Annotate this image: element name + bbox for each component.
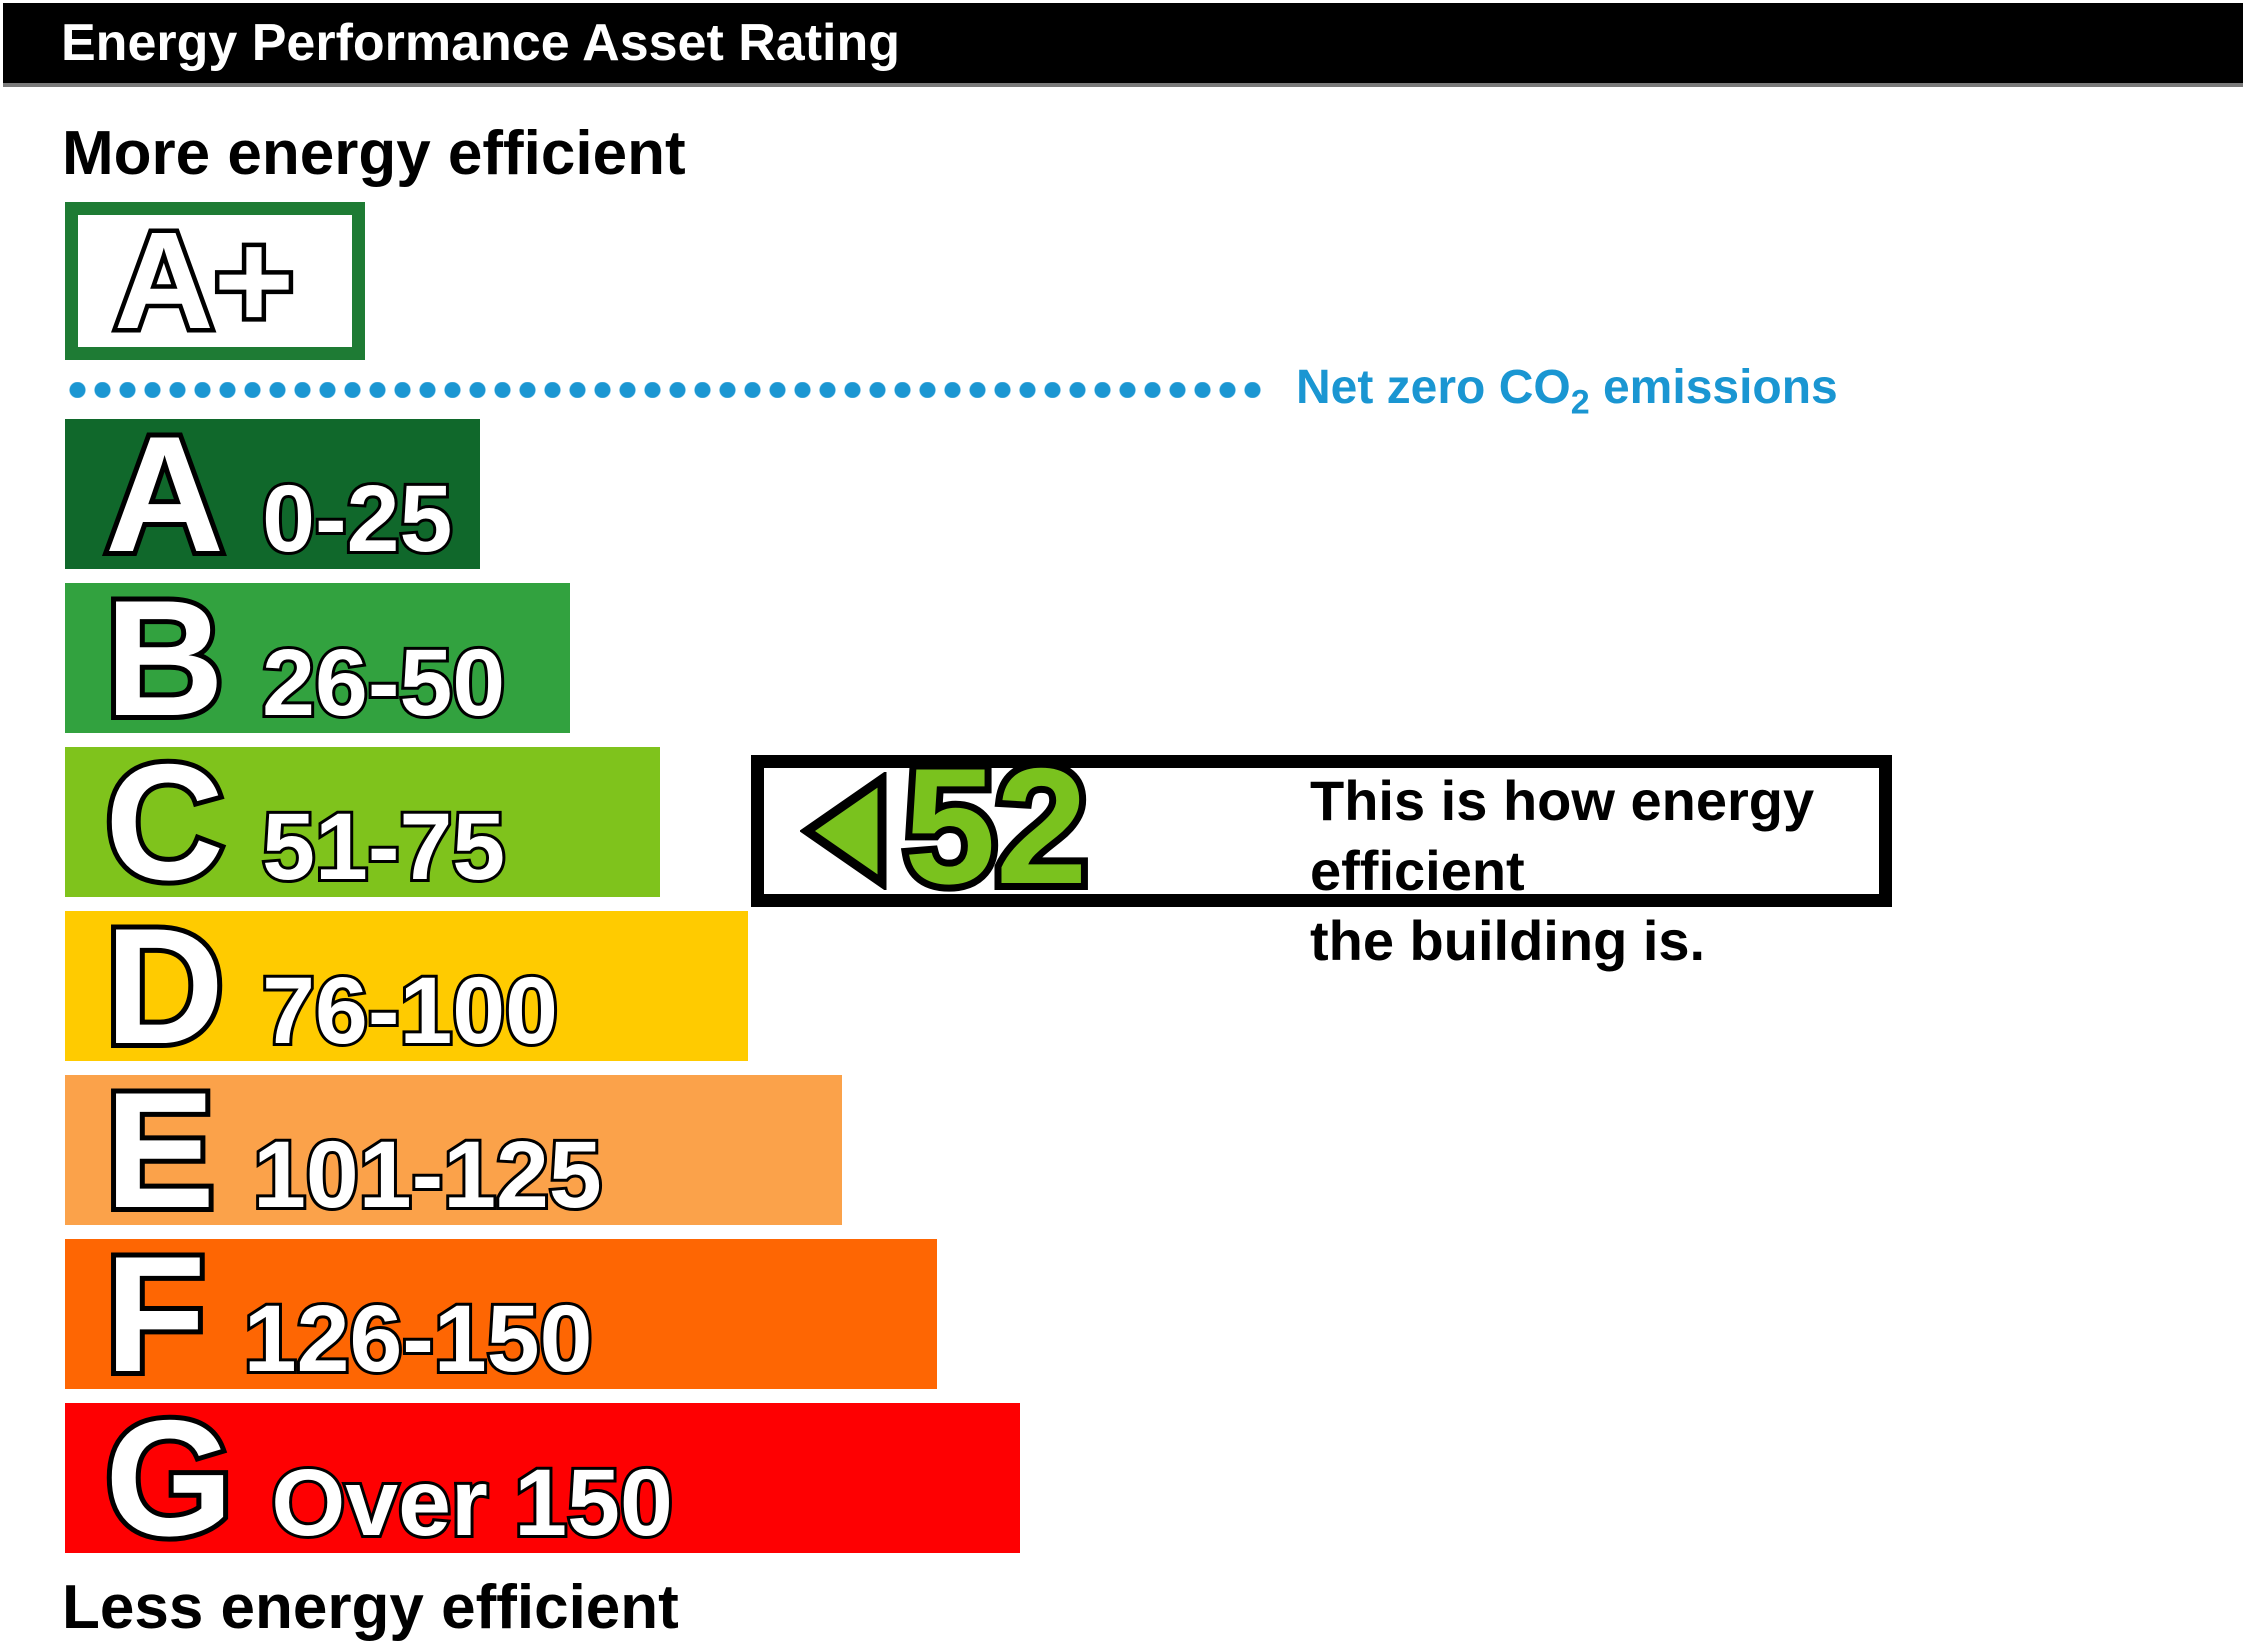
band-range: Over 150 (268, 1447, 675, 1559)
band-A: A 0-25 (65, 407, 480, 582)
net-zero-text-suffix: emissions (1589, 361, 1838, 414)
band-letter: G (100, 1386, 238, 1570)
a-plus-band: A+ (65, 202, 365, 360)
rating-description-line1: This is how energy efficient (1310, 769, 1815, 902)
band-D: D 76-100 (65, 899, 748, 1074)
rating-pointer-box: 52 This is how energy efficient the buil… (751, 734, 1892, 972)
net-zero-subscript: 2 (1570, 383, 1590, 422)
rating-description: This is how energy efficient the buildin… (1310, 766, 1879, 976)
rating-value: 52 (897, 734, 1094, 918)
band-C: C 51-75 (65, 735, 660, 910)
left-arrow-icon (800, 772, 887, 890)
band-range: 51-75 (259, 791, 508, 903)
band-F: F 126-150 (65, 1227, 937, 1402)
net-zero-dotted-line (65, 382, 1265, 398)
band-letter: D (100, 894, 229, 1078)
band-letter: F (100, 1222, 211, 1406)
band-range: 126-150 (241, 1283, 596, 1395)
band-E: E 101-125 (65, 1063, 842, 1238)
band-letter: C (100, 730, 229, 914)
rating-description-line2: the building is. (1310, 909, 1706, 972)
band-letter: E (100, 1058, 220, 1242)
band-B: B 26-50 (65, 571, 570, 746)
net-zero-emissions-label: Net zero CO2 emissions (1296, 360, 1838, 431)
band-letter: A (100, 402, 229, 586)
net-zero-text-prefix: Net zero CO (1296, 361, 1571, 414)
band-range: 26-50 (259, 627, 508, 739)
a-plus-label: A+ (109, 204, 298, 358)
less-energy-efficient-label: Less energy efficient (62, 1573, 679, 1642)
band-letter: B (100, 566, 229, 750)
more-energy-efficient-label: More energy efficient (62, 119, 686, 188)
band-G: G Over 150 (65, 1391, 1020, 1566)
band-range: 0-25 (259, 463, 455, 575)
band-range: 76-100 (259, 955, 561, 1067)
header-bar: Energy Performance Asset Rating (3, 3, 2243, 87)
band-range: 101-125 (250, 1119, 605, 1231)
page-title: Energy Performance Asset Rating (61, 14, 901, 72)
